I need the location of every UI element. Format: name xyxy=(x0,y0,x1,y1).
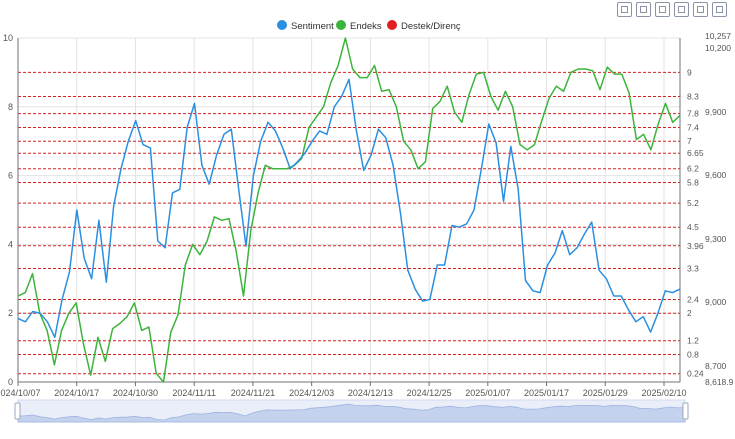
level-label: 9 xyxy=(687,67,692,77)
y-right-tick-label: 9,600 xyxy=(705,170,727,180)
y-left-tick-label: 8 xyxy=(8,102,13,112)
x-tick-label: 2025/01/07 xyxy=(465,388,510,398)
y-right-tick-label: 8,700 xyxy=(705,361,727,371)
x-tick-label: 2025/02/10 xyxy=(641,388,686,398)
level-label: 0.8 xyxy=(687,349,699,359)
data-view-icon[interactable] xyxy=(693,2,708,17)
y-right-tick-label: 8,618.9 xyxy=(705,377,734,387)
level-label: 3.3 xyxy=(687,263,699,273)
zoom-reset-icon[interactable] xyxy=(636,2,651,17)
x-tick-label: 2025/01/17 xyxy=(524,388,569,398)
x-tick-label: 2024/10/30 xyxy=(113,388,158,398)
level-label: 7.4 xyxy=(687,122,699,132)
legend-marker xyxy=(387,20,397,30)
refresh-icon[interactable] xyxy=(674,2,689,17)
legend-marker xyxy=(277,20,287,30)
x-tick-label: 2024/11/11 xyxy=(172,388,216,398)
legend-label: Destek/Direnç xyxy=(401,21,461,32)
save-image-icon[interactable] xyxy=(712,2,727,17)
y-left-tick-label: 2 xyxy=(8,308,13,318)
legend-item[interactable]: Destek/Direnç xyxy=(387,20,461,32)
level-label: 7 xyxy=(687,136,692,146)
level-label: 6.2 xyxy=(687,164,699,174)
level-label: 2 xyxy=(687,308,692,318)
legend-label: Endeks xyxy=(350,21,382,32)
level-label: 0.24 xyxy=(687,369,704,379)
slider-handle-right[interactable] xyxy=(682,402,689,420)
legend-marker xyxy=(336,20,346,30)
x-tick-label: 2024/12/03 xyxy=(289,388,334,398)
y-right-tick-label: 9,000 xyxy=(705,297,727,307)
level-label: 7.8 xyxy=(687,109,699,119)
support-resistance-lines: 9 8.3 7.8 7.4 7 6.65 6.2 5.8 5.2 4.5 3.96 3.3 2.4 2 1.… xyxy=(18,67,704,379)
y-right-tick-label: 9,900 xyxy=(705,107,727,117)
y-left-tick-label: 6 xyxy=(8,171,13,181)
restore-icon[interactable] xyxy=(655,2,670,17)
level-label: 5.2 xyxy=(687,198,699,208)
x-tick-label: 2024/11/21 xyxy=(231,388,275,398)
legend-item[interactable]: Endeks xyxy=(336,20,382,32)
x-tick-label: 2024/10/07 xyxy=(0,388,41,398)
level-label: 2.4 xyxy=(687,294,699,304)
slider-preview xyxy=(17,403,686,423)
legend-item[interactable]: Sentiment xyxy=(277,20,334,32)
series-line-endeks xyxy=(17,37,681,383)
slider-handle-left[interactable] xyxy=(14,402,21,420)
level-label: 6.65 xyxy=(687,148,704,158)
x-tick-label: 2025/01/29 xyxy=(583,388,628,398)
axes: 2024/10/07 2024/10/17 2024/10/30 2024/11/11… xyxy=(0,31,734,398)
legend[interactable]: Sentiment Endeks Destek/Direnç xyxy=(277,20,461,32)
x-tick-label: 2024/10/17 xyxy=(54,388,99,398)
toolbox xyxy=(617,2,727,20)
legend-label: Sentiment xyxy=(291,21,334,32)
level-label: 3.96 xyxy=(687,241,704,251)
y-left-tick-label: 0 xyxy=(8,377,13,387)
x-tick-label: 2024/12/25 xyxy=(407,388,452,398)
y-left-tick-label: 10 xyxy=(3,33,13,43)
series-group xyxy=(17,37,681,383)
level-label: 1.2 xyxy=(687,336,699,346)
y-right-tick-label: 10,200 xyxy=(705,43,731,53)
level-label: 4.5 xyxy=(687,222,699,232)
y-right-tick-label: 9,300 xyxy=(705,234,727,244)
level-label: 5.8 xyxy=(687,177,699,187)
x-tick-label: 2024/12/13 xyxy=(348,388,393,398)
zoom-select-icon[interactable] xyxy=(617,2,632,17)
series-line-sentiment xyxy=(17,78,681,339)
level-label: 8.3 xyxy=(687,91,699,101)
data-zoom-slider[interactable] xyxy=(14,399,689,423)
y-right-tick-label: 10,257 xyxy=(705,31,731,41)
y-left-tick-label: 4 xyxy=(8,239,13,249)
